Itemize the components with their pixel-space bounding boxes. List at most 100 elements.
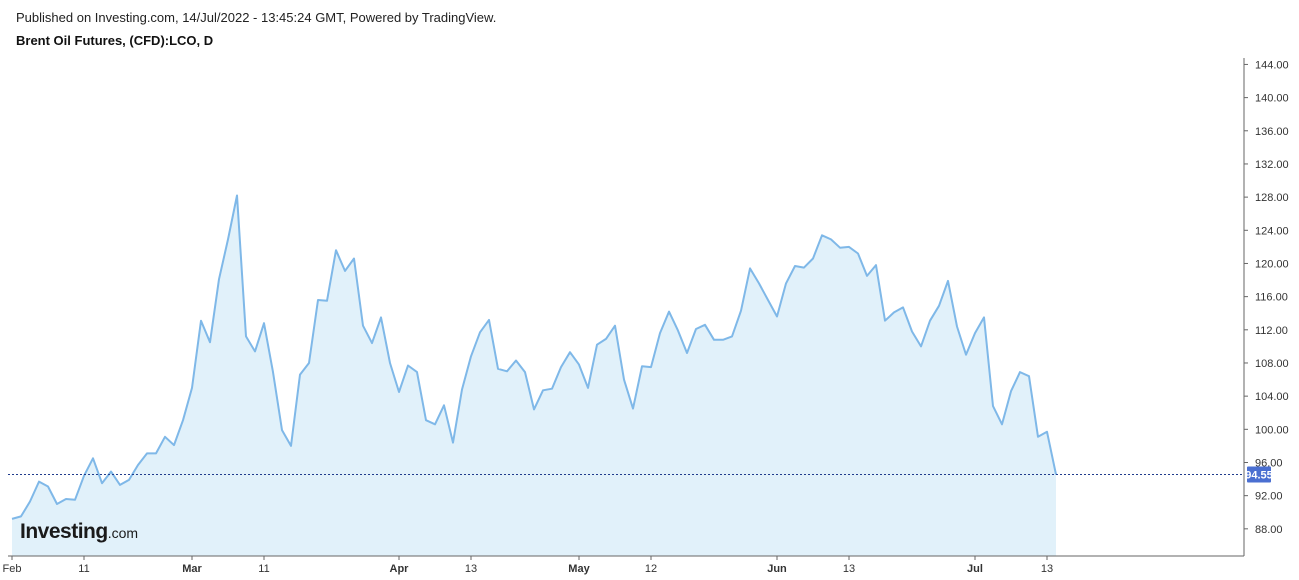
data-point bbox=[335, 249, 337, 251]
data-point bbox=[380, 316, 382, 318]
data-point bbox=[695, 328, 697, 330]
data-point bbox=[20, 515, 22, 517]
data-point bbox=[92, 457, 94, 459]
x-tick-label: 11 bbox=[258, 563, 269, 575]
y-tick-label: 92.00 bbox=[1255, 491, 1283, 503]
y-tick-label: 108.00 bbox=[1255, 358, 1289, 370]
data-point bbox=[110, 471, 112, 473]
x-tick-label: Jun bbox=[767, 563, 787, 575]
data-point bbox=[821, 234, 823, 236]
data-point bbox=[920, 345, 922, 347]
data-point bbox=[182, 419, 184, 421]
data-point bbox=[83, 475, 85, 477]
data-point bbox=[974, 332, 976, 334]
data-point bbox=[263, 322, 265, 324]
chart-header: Published on Investing.com, 14/Jul/2022 … bbox=[16, 10, 496, 49]
data-point bbox=[560, 366, 562, 368]
data-point bbox=[308, 362, 310, 364]
data-point bbox=[884, 320, 886, 322]
y-tick-label: 132.00 bbox=[1255, 159, 1289, 171]
data-point bbox=[227, 238, 229, 240]
y-tick-label: 96.00 bbox=[1255, 457, 1283, 469]
data-point bbox=[857, 253, 859, 255]
data-point bbox=[965, 354, 967, 356]
data-point bbox=[191, 387, 193, 389]
x-tick-label: 13 bbox=[1041, 563, 1053, 575]
data-point bbox=[209, 341, 211, 343]
data-point bbox=[902, 306, 904, 308]
data-point bbox=[1010, 390, 1012, 392]
data-point bbox=[461, 389, 463, 391]
data-point bbox=[371, 342, 373, 344]
x-tick-label: 13 bbox=[843, 563, 855, 575]
data-point bbox=[938, 305, 940, 307]
data-point bbox=[848, 246, 850, 248]
data-point bbox=[686, 352, 688, 354]
x-tick-label: 12 bbox=[645, 563, 657, 575]
data-point bbox=[146, 452, 148, 454]
data-point bbox=[956, 326, 958, 328]
last-price-badge: 94.55 bbox=[1245, 466, 1273, 483]
data-point bbox=[533, 408, 535, 410]
logo-suffix: .com bbox=[107, 525, 139, 541]
data-point bbox=[812, 258, 814, 260]
data-point bbox=[515, 360, 517, 362]
data-point bbox=[38, 481, 40, 483]
data-point bbox=[704, 324, 706, 326]
data-point bbox=[65, 498, 67, 500]
data-point bbox=[254, 350, 256, 352]
investing-logo: Investing.com bbox=[20, 520, 138, 544]
data-point bbox=[1001, 423, 1003, 425]
data-point bbox=[218, 278, 220, 280]
data-point bbox=[497, 368, 499, 370]
data-point bbox=[677, 330, 679, 332]
data-point bbox=[173, 444, 175, 446]
data-point bbox=[623, 379, 625, 381]
last-price-badge-bg bbox=[1247, 466, 1271, 483]
data-point bbox=[731, 335, 733, 337]
data-point bbox=[776, 316, 778, 318]
data-point bbox=[524, 371, 526, 373]
data-point bbox=[839, 247, 841, 249]
data-point bbox=[236, 195, 238, 197]
price-area-fill bbox=[12, 195, 1056, 556]
data-point bbox=[911, 331, 913, 333]
logo-name: Investing bbox=[20, 520, 108, 543]
data-point bbox=[542, 389, 544, 391]
data-point bbox=[74, 499, 76, 501]
data-point bbox=[605, 338, 607, 340]
published-info: Published on Investing.com, 14/Jul/2022 … bbox=[16, 10, 497, 25]
data-point bbox=[101, 482, 103, 484]
data-point bbox=[407, 365, 409, 367]
symbol-title: Brent Oil Futures, (CFD):LCO, D bbox=[16, 33, 214, 48]
x-tick-label: Mar bbox=[182, 563, 202, 575]
data-point bbox=[668, 311, 670, 313]
x-tick-label: Feb bbox=[3, 563, 22, 575]
data-point bbox=[488, 319, 490, 321]
y-tick-label: 104.00 bbox=[1255, 391, 1289, 403]
x-tick-label: Jul bbox=[967, 563, 983, 575]
data-point bbox=[596, 344, 598, 346]
data-point bbox=[155, 452, 157, 454]
data-point bbox=[866, 275, 868, 277]
data-point bbox=[785, 282, 787, 284]
data-point bbox=[290, 445, 292, 447]
data-point bbox=[434, 423, 436, 425]
data-point bbox=[137, 464, 139, 466]
data-point bbox=[389, 362, 391, 364]
data-point bbox=[317, 299, 319, 301]
data-point bbox=[479, 331, 481, 333]
data-point bbox=[659, 332, 661, 334]
x-tick-label: May bbox=[568, 563, 590, 575]
data-point bbox=[947, 280, 949, 282]
data-point bbox=[200, 320, 202, 322]
y-tick-label: 144.00 bbox=[1255, 59, 1289, 71]
data-point bbox=[1028, 375, 1030, 377]
data-point bbox=[569, 351, 571, 353]
data-point bbox=[245, 335, 247, 337]
data-point bbox=[767, 299, 769, 301]
x-tick-label: 13 bbox=[465, 563, 477, 575]
data-point bbox=[299, 374, 301, 376]
data-point bbox=[713, 339, 715, 341]
